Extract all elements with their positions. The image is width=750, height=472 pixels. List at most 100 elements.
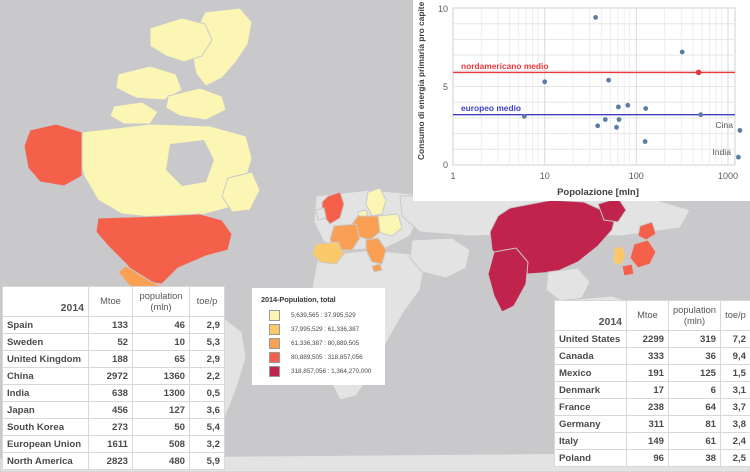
table-row[interactable]: Italy 149 61 2,4 <box>554 432 750 450</box>
hudson-bay <box>166 140 214 186</box>
header-population-line1: population <box>673 304 716 315</box>
cell-country: Poland <box>554 449 627 467</box>
x-tick-1000: 1000 <box>718 171 738 181</box>
legend-label-2: 37,995,529 : 61,336,387 <box>291 326 360 333</box>
point-label-india: India <box>712 147 731 157</box>
cell-mtoe: 191 <box>626 364 669 382</box>
header-population-line2: (mln) <box>683 315 706 326</box>
table-row[interactable]: Spain 133 46 2,9 <box>2 316 225 334</box>
chart-gridlines-vertical <box>480 8 722 165</box>
cell-population: 61 <box>668 432 721 450</box>
table-row[interactable]: Poland 96 38 2,5 <box>554 449 750 467</box>
point-south-korea <box>606 77 611 83</box>
point-japan <box>643 106 649 111</box>
cell-country: Japan <box>2 401 89 419</box>
legend-label-1: 5,639,565 : 37,995,529 <box>291 312 356 319</box>
cell-country: Sweden <box>2 333 89 351</box>
cell-toep: 2,9 <box>189 316 225 334</box>
table-row[interactable]: France 238 64 3,7 <box>554 398 750 416</box>
legend-label-3: 61,336,387 : 80,889,505 <box>291 340 360 347</box>
table-row[interactable]: United Kingdom 188 65 2,9 <box>2 350 225 368</box>
chart-y-axis-title: Consumo di energia primaria pro capite [… <box>416 0 426 160</box>
chart-decade-gridlines <box>544 8 729 165</box>
country-japan-honshu <box>629 239 657 269</box>
table-row[interactable]: China 2972 1360 2,2 <box>2 367 225 385</box>
cell-country: France <box>554 398 627 416</box>
cell-toep: 3,6 <box>189 401 225 419</box>
chart-x-axis-title: Popolazione [mln] <box>557 187 639 198</box>
table-row[interactable]: Mexico 191 125 1,5 <box>554 364 750 382</box>
country-ireland <box>315 207 327 221</box>
legend-item: 37,995,529 : 61,336,387 <box>260 323 377 336</box>
country-canada-east <box>221 171 261 213</box>
cell-toep: 2,9 <box>189 350 225 368</box>
cell-toep: 3,2 <box>189 435 225 453</box>
cell-mtoe: 456 <box>88 401 133 419</box>
cell-country: South Korea <box>2 418 89 436</box>
header-population-line1: population <box>139 290 183 301</box>
cell-toep: 0,5 <box>189 384 225 402</box>
table-row[interactable]: Denmark 17 6 3,1 <box>554 381 750 399</box>
country-japan-kyushu <box>621 263 635 277</box>
cell-toep: 1,5 <box>720 364 750 382</box>
table-header-row: 2014 Mtoe population (mln) toe/p <box>2 286 225 317</box>
point-united-kingdom <box>616 117 622 122</box>
country-united-kingdom <box>321 191 345 225</box>
x-tick-100: 100 <box>629 171 644 181</box>
scatter-chart-svg: 10 5 0 1 10 100 1000 Popolazione [mln] C… <box>413 0 750 201</box>
legend-item: 5,639,565 : 37,995,529 <box>260 309 377 322</box>
cell-population: 127 <box>132 401 190 419</box>
cell-population: 319 <box>668 330 721 348</box>
energy-table-right[interactable]: 2014 Mtoe population (mln) toe/p United … <box>554 300 750 467</box>
table-row[interactable]: European Union 1611 508 3,2 <box>2 435 225 453</box>
header-year: 2014 <box>554 300 627 331</box>
point-european-union <box>698 112 704 118</box>
cell-population: 46 <box>132 316 190 334</box>
cell-toep: 2,2 <box>189 367 225 385</box>
country-canada-islands-3 <box>165 87 227 121</box>
chart-gridlines-horizontal <box>453 23 735 150</box>
table-row[interactable]: South Korea 273 50 5,4 <box>2 418 225 436</box>
cell-country: Germany <box>554 415 627 433</box>
country-alaska <box>23 123 83 187</box>
region-southeast-asia <box>545 267 591 303</box>
legend-label-4: 80,889,505 : 318,857,056 <box>291 354 363 361</box>
point-india <box>736 154 741 160</box>
cell-mtoe: 149 <box>626 432 669 450</box>
cell-mtoe: 52 <box>88 333 133 351</box>
legend-swatch-5 <box>269 366 280 377</box>
chart-data-points <box>521 15 743 160</box>
y-tick-0: 0 <box>443 160 448 170</box>
country-canada <box>77 123 253 219</box>
point-denmark <box>521 113 527 119</box>
cell-country: India <box>2 384 89 402</box>
energy-table-left[interactable]: 2014 Mtoe population (mln) toe/p Spain 1… <box>2 286 225 470</box>
table-row[interactable]: North America 2823 480 5,9 <box>2 452 225 470</box>
legend-swatch-2 <box>269 324 280 335</box>
cell-country: European Union <box>2 435 89 453</box>
cell-toep: 5,3 <box>189 333 225 351</box>
table-row[interactable]: United States 2299 319 7,2 <box>554 330 750 348</box>
cell-toep: 3,7 <box>720 398 750 416</box>
country-sweden <box>365 187 387 217</box>
cell-mtoe: 188 <box>88 350 133 368</box>
table-row[interactable]: India 638 1300 0,5 <box>2 384 225 402</box>
header-mtoe: Mtoe <box>626 300 669 331</box>
cell-toep: 2,4 <box>720 432 750 450</box>
table-row[interactable]: Japan 456 127 3,6 <box>2 401 225 419</box>
point-north-america-highlight <box>695 69 702 76</box>
point-germany <box>625 102 631 108</box>
cell-population: 6 <box>668 381 721 399</box>
table-row[interactable]: Canada 333 36 9,4 <box>554 347 750 365</box>
cell-population: 81 <box>668 415 721 433</box>
cell-toep: 5,4 <box>189 418 225 436</box>
table-row[interactable]: Sweden 52 10 5,3 <box>2 333 225 351</box>
table-row[interactable]: Germany 311 81 3,8 <box>554 415 750 433</box>
scatter-chart-panel[interactable]: 10 5 0 1 10 100 1000 Popolazione [mln] C… <box>413 0 750 201</box>
country-canada-arctic <box>149 17 213 63</box>
cell-mtoe: 311 <box>626 415 669 433</box>
legend-swatch-1 <box>269 310 280 321</box>
cell-mtoe: 2299 <box>626 330 669 348</box>
cell-population: 65 <box>132 350 190 368</box>
legend-item: 61,336,387 : 80,889,505 <box>260 337 377 350</box>
